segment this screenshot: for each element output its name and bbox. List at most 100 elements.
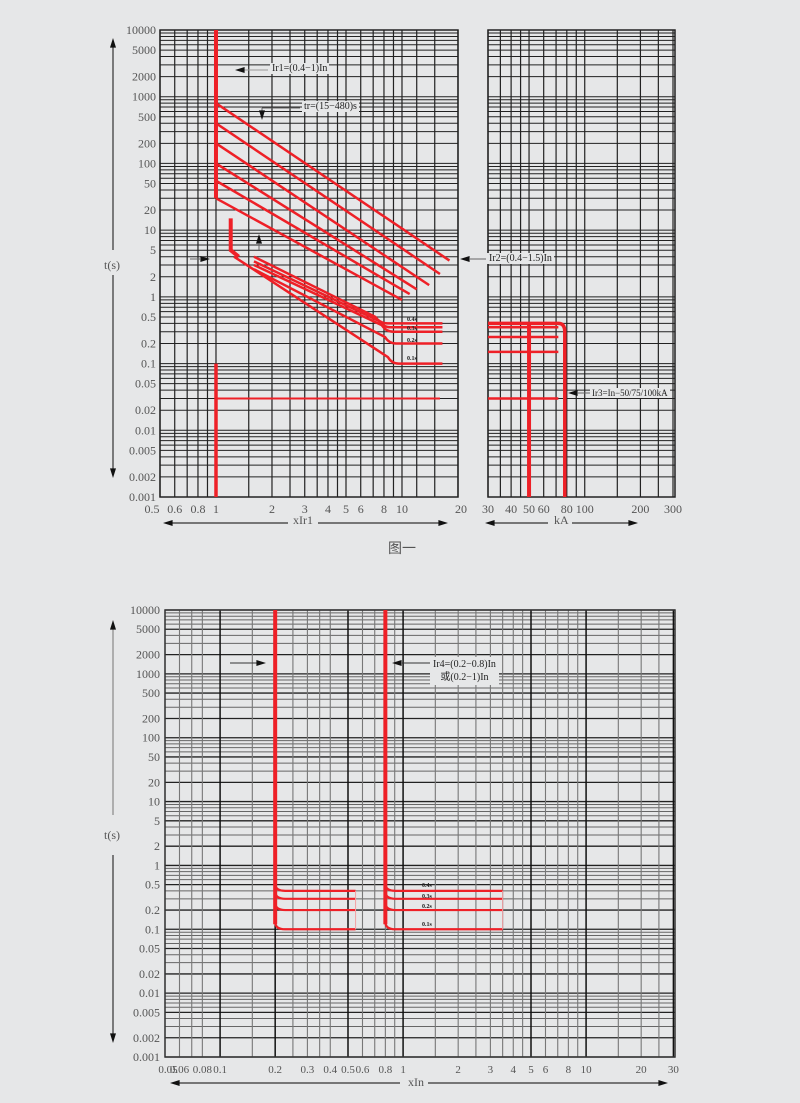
y-tick-label: 0.002 — [133, 1031, 160, 1045]
y-tick-label: 0.01 — [139, 986, 160, 1000]
ir4-annotation: Ir4=(0.2−0.8)In 或(0.2−1)In — [430, 657, 499, 685]
figure2-curves — [273, 610, 504, 931]
y-tick-label: 1000 — [136, 667, 160, 681]
y-tick-label: 0.02 — [139, 967, 160, 981]
x-tick-label: 300 — [664, 502, 682, 516]
x-tick-label: 0.6 — [167, 502, 182, 516]
y-tick-label: 0.1 — [141, 357, 156, 371]
y-tick-label: 100 — [138, 156, 156, 170]
y-tick-label: 200 — [138, 136, 156, 150]
x-tick-label: 6 — [543, 1064, 549, 1076]
y-tick-label: 0.002 — [129, 470, 156, 484]
x-tick-label: 0.08 — [193, 1064, 213, 1076]
x-tick-label: 4 — [325, 502, 331, 516]
x-tick-label: 2 — [455, 1064, 461, 1076]
y-tick-label: 5000 — [136, 622, 160, 636]
y-tick-label: 5000 — [132, 43, 156, 57]
y-tick-label: 20 — [144, 203, 156, 217]
y-tick-label: 0.1 — [145, 922, 160, 936]
x-tick-label: 4 — [511, 1064, 517, 1076]
y-tick-label: 100 — [142, 731, 160, 745]
figure1-chart: 100005000200010005002001005020105210.50.… — [110, 23, 682, 526]
x-tick-label: 0.8 — [190, 502, 205, 516]
x-tick-label: 0.5 — [341, 1064, 355, 1076]
x-tick-label: 50 — [523, 502, 535, 516]
x-tick-label: 6 — [358, 502, 364, 516]
y-tick-label: 2 — [154, 839, 160, 853]
x-tick-label: 0.5 — [145, 502, 160, 516]
x-tick-label: 10 — [396, 502, 408, 516]
x-tick-label: 0.8 — [378, 1064, 392, 1076]
figure1-y-label: t(s) — [104, 258, 120, 272]
x-tick-label: 1 — [400, 1064, 406, 1076]
figure1-caption: 图一 — [388, 542, 416, 557]
x-tick-label: 20 — [636, 1064, 648, 1076]
f2-delay-0.3s-label: 0.3s — [422, 894, 432, 900]
y-tick-label: 10000 — [130, 603, 160, 617]
y-tick-label: 2000 — [132, 70, 156, 84]
y-tick-label: 0.001 — [129, 490, 156, 504]
y-tick-label: 0.2 — [145, 903, 160, 917]
figure2-y-label: t(s) — [104, 828, 120, 842]
figure1-x-label-right: kA — [551, 513, 572, 528]
figure2-axis-labels: 100005000200010005002001005020105210.50.… — [110, 603, 679, 1086]
ir3-annotation: Ir3=In−50/75/100kA — [590, 388, 670, 398]
x-tick-label: 0.06 — [170, 1064, 190, 1076]
y-tick-label: 50 — [148, 750, 160, 764]
x-tick-label: 100 — [576, 502, 594, 516]
f2-delay-0.2s-label: 0.2s — [422, 904, 432, 910]
figure1-curves — [213, 30, 567, 497]
y-tick-label: 5 — [154, 814, 160, 828]
y-tick-label: 0.001 — [133, 1050, 160, 1064]
y-tick-label: 500 — [138, 110, 156, 124]
y-tick-label: 1 — [154, 858, 160, 872]
y-tick-label: 1 — [150, 290, 156, 304]
y-tick-label: 20 — [148, 775, 160, 789]
figure2-x-label: xIn — [405, 1075, 427, 1090]
delay-0.2s-label: 0.2s — [407, 338, 417, 344]
x-tick-label: 3 — [302, 502, 308, 516]
x-tick-label: 0.6 — [356, 1064, 370, 1076]
y-tick-label: 500 — [142, 686, 160, 700]
y-tick-label: 0.05 — [135, 377, 156, 391]
x-tick-label: 40 — [505, 502, 517, 516]
y-tick-label: 0.005 — [133, 1005, 160, 1019]
y-tick-label: 5 — [150, 243, 156, 257]
y-tick-label: 0.01 — [135, 423, 156, 437]
y-tick-label: 2000 — [136, 648, 160, 662]
figure1-x-label-left: xIr1 — [290, 513, 316, 528]
x-tick-label: 20 — [455, 502, 467, 516]
figure2-grid — [164, 609, 676, 1058]
delay-0.1s-label: 0.1s — [407, 356, 417, 362]
ir4-annotation-line1: Ir4=(0.2−0.8)In — [433, 659, 496, 670]
x-tick-label: 0.1 — [213, 1064, 227, 1076]
x-tick-label: 5 — [528, 1064, 534, 1076]
f2-delay-0.1s-label: 0.1s — [422, 922, 432, 928]
y-tick-label: 2 — [150, 270, 156, 284]
x-tick-label: 0.05 — [158, 1064, 178, 1076]
ir1-annotation: Ir1=(0.4−1)In — [270, 63, 330, 74]
ir2-annotation: Ir2=(0.4−1.5)In — [487, 253, 554, 264]
y-tick-label: 0.5 — [145, 878, 160, 892]
x-tick-label: 0.2 — [268, 1064, 282, 1076]
x-tick-label: 10 — [581, 1064, 593, 1076]
y-tick-label: 10 — [144, 223, 156, 237]
y-tick-label: 10000 — [126, 23, 156, 37]
x-tick-label: 5 — [343, 502, 349, 516]
y-tick-label: 10 — [148, 795, 160, 809]
y-tick-label: 0.005 — [129, 443, 156, 457]
x-tick-label: 80 — [561, 502, 573, 516]
tr-annotation: tr=(15−480)s — [302, 101, 359, 112]
x-tick-label: 8 — [381, 502, 387, 516]
y-tick-label: 0.5 — [141, 310, 156, 324]
y-tick-label: 0.05 — [139, 942, 160, 956]
x-tick-label: 0.4 — [323, 1064, 337, 1076]
y-tick-label: 50 — [144, 177, 156, 191]
x-tick-label: 1 — [213, 502, 219, 516]
delay-0.3s-label: 0.3s — [407, 326, 417, 332]
ir4-annotation-line2: 或(0.2−1)In — [440, 672, 489, 683]
y-tick-label: 0.02 — [135, 403, 156, 417]
y-tick-label: 1000 — [132, 90, 156, 104]
f2-delay-0.4s-label: 0.4s — [422, 883, 432, 889]
x-tick-label: 200 — [631, 502, 649, 516]
